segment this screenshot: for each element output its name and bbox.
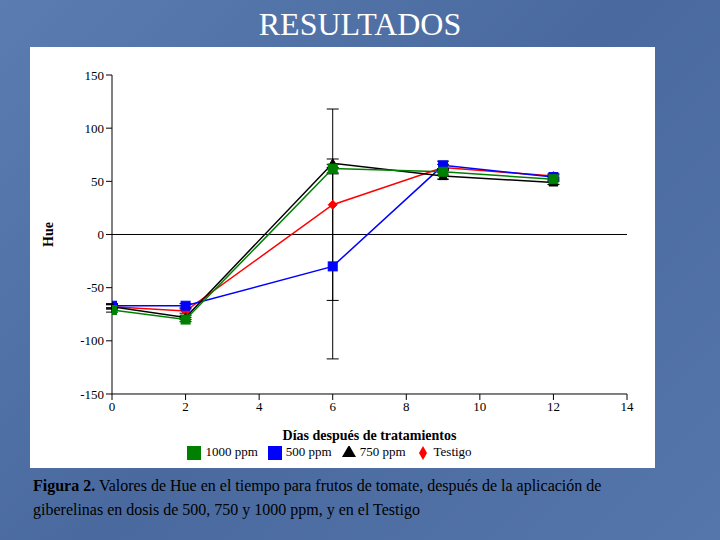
html-text:500 ppm: 500 ppm — [285, 444, 332, 459]
svg-text:-100: -100 — [80, 333, 104, 348]
html-text:750 ppm: 750 ppm — [359, 444, 406, 459]
svg-text:6: 6 — [329, 399, 336, 414]
html-text:RESULTADOS: RESULTADOS — [258, 6, 462, 42]
svg-text:14: 14 — [621, 399, 635, 414]
svg-text:8: 8 — [403, 399, 410, 414]
svg-text:Días después de tratamientos: Días después de tratamientos — [283, 428, 457, 443]
svg-text:Hue: Hue — [41, 222, 56, 247]
svg-text:10: 10 — [473, 399, 486, 414]
svg-text:2: 2 — [182, 399, 189, 414]
svg-text:0: 0 — [109, 399, 116, 414]
svg-text:0: 0 — [98, 227, 105, 242]
svg-text:12: 12 — [547, 399, 560, 414]
svg-text:150: 150 — [85, 68, 105, 83]
html-text:1000 ppm: 1000 ppm — [205, 444, 258, 459]
svg-text:100: 100 — [85, 121, 105, 136]
html-text:Figura 2. Valores de Hue en el: Figura 2. Valores de Hue en el tiempo pa… — [33, 477, 602, 518]
svg-text:50: 50 — [91, 174, 104, 189]
svg-text:-150: -150 — [80, 387, 104, 402]
svg-text:-50: -50 — [87, 280, 104, 295]
svg-text:4: 4 — [256, 399, 263, 414]
html-text:Testigo: Testigo — [433, 444, 472, 459]
